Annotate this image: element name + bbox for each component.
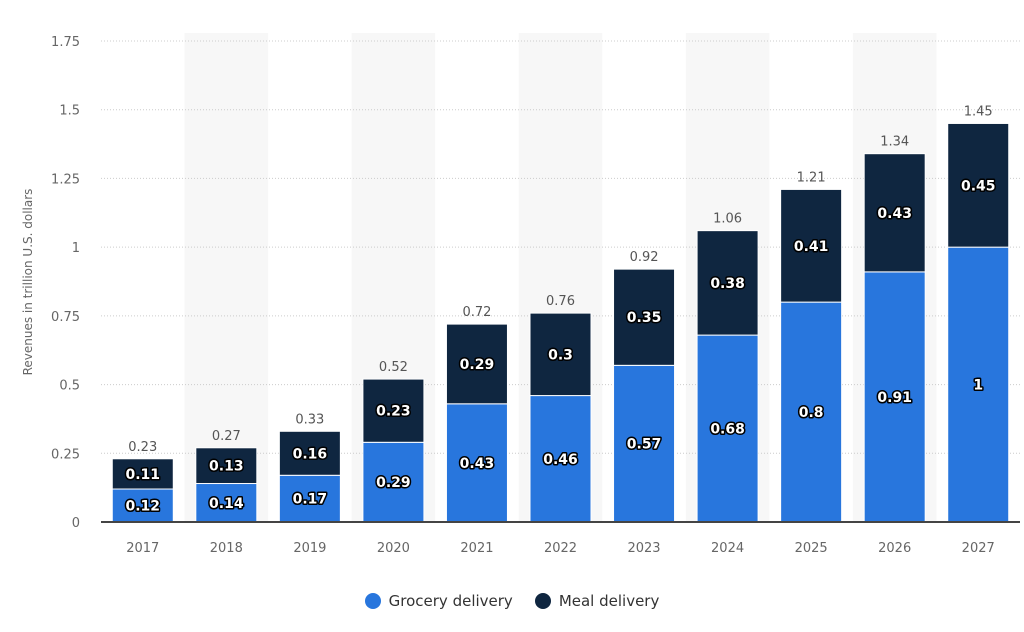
total-label: 1.21 bbox=[797, 170, 826, 185]
x-tick-label: 2020 bbox=[377, 541, 410, 556]
data-label: 0.17 bbox=[293, 492, 328, 508]
bar-segment-grocery bbox=[529, 395, 592, 523]
total-label: 0.76 bbox=[546, 294, 575, 309]
data-label: 0.45 bbox=[961, 178, 996, 194]
data-label: 1 bbox=[973, 378, 983, 394]
data-label: 0.57 bbox=[627, 437, 662, 453]
bar-segment-meal bbox=[529, 312, 592, 397]
bar-segment-grocery bbox=[863, 271, 926, 523]
x-tick-label: 2024 bbox=[711, 541, 744, 556]
x-axis-ticks: 2017 2018 2019 2020 2021 2022 2023 2024 2025 2026… bbox=[126, 541, 995, 556]
y-tick-label: 1.5 bbox=[59, 104, 80, 119]
total-label: 1.34 bbox=[880, 135, 909, 150]
y-tick-label: 0.75 bbox=[51, 310, 80, 325]
total-label: 1.06 bbox=[713, 212, 742, 227]
data-label: 0.91 bbox=[877, 390, 912, 406]
data-label: 0.38 bbox=[710, 276, 745, 292]
bar-segment-meal bbox=[696, 230, 759, 336]
data-label: 0.16 bbox=[293, 446, 328, 462]
x-tick-label: 2018 bbox=[210, 541, 243, 556]
total-label: 0.72 bbox=[462, 305, 491, 320]
x-tick-label: 2019 bbox=[293, 541, 326, 556]
bar-segment-meal bbox=[278, 430, 341, 476]
bar-segment-meal bbox=[445, 323, 508, 405]
data-label: 0.43 bbox=[460, 456, 495, 472]
legend-label: Meal delivery bbox=[558, 592, 660, 610]
background-band bbox=[184, 33, 269, 522]
bar-segment-meal bbox=[947, 122, 1010, 248]
meal-dot-icon bbox=[534, 593, 551, 609]
data-label: 0.46 bbox=[543, 452, 578, 468]
x-tick-label: 2027 bbox=[962, 541, 995, 556]
bar-segment-grocery bbox=[195, 483, 258, 523]
bar-segment-meal bbox=[195, 447, 258, 485]
bar-segment-grocery bbox=[445, 403, 508, 523]
total-label: 1.45 bbox=[964, 104, 993, 119]
x-tick-label: 2025 bbox=[795, 541, 828, 556]
y-axis-label: Revenues in trillion U.S. dollars bbox=[21, 189, 35, 376]
data-label: 0.29 bbox=[376, 475, 411, 491]
data-label: 0.12 bbox=[125, 499, 160, 515]
bar-segment-meal bbox=[780, 188, 843, 303]
y-tick-label: 0 bbox=[72, 516, 80, 531]
legend-item-grocery[interactable]: Grocery delivery bbox=[364, 592, 513, 610]
data-label: 0.29 bbox=[460, 357, 495, 373]
bars: 0.12 0.11 0.23 0.14 0.13 0.27 0.17 0.16 0.33 0.29… bbox=[111, 104, 1010, 523]
y-tick-label: 0.25 bbox=[51, 447, 80, 462]
x-tick-label: 2026 bbox=[878, 541, 911, 556]
bar-segment-grocery bbox=[780, 301, 843, 523]
legend: Grocery delivery Meal delivery bbox=[0, 592, 1024, 610]
data-label: 0.8 bbox=[799, 405, 824, 421]
total-label: 0.33 bbox=[295, 412, 324, 427]
data-label: 0.35 bbox=[627, 310, 662, 326]
legend-item-meal[interactable]: Meal delivery bbox=[534, 592, 660, 610]
data-label: 0.23 bbox=[376, 404, 411, 420]
y-tick-label: 1 bbox=[72, 241, 80, 256]
data-label: 0.11 bbox=[125, 467, 160, 483]
total-label: 0.27 bbox=[212, 429, 241, 444]
x-tick-label: 2021 bbox=[460, 541, 493, 556]
bar-segment-grocery bbox=[696, 334, 759, 523]
bar-segment-meal bbox=[362, 378, 425, 443]
data-label: 0.43 bbox=[877, 206, 912, 222]
x-tick-label: 2017 bbox=[126, 541, 159, 556]
legend-label: Grocery delivery bbox=[388, 592, 513, 610]
total-label: 0.23 bbox=[128, 440, 157, 455]
data-label: 0.13 bbox=[209, 459, 244, 475]
data-label: 0.14 bbox=[209, 496, 244, 512]
bar-segment-meal bbox=[613, 268, 676, 366]
bar-segment-grocery bbox=[613, 364, 676, 523]
y-tick-label: 0.5 bbox=[59, 379, 80, 394]
bar-segment-meal bbox=[863, 153, 926, 273]
y-axis-ticks: 0 0.25 0.5 0.75 1 1.25 1.5 1.75 bbox=[51, 35, 80, 531]
data-label: 0.68 bbox=[710, 422, 745, 438]
y-tick-label: 1.25 bbox=[51, 172, 80, 187]
grocery-dot-icon bbox=[364, 593, 381, 609]
x-tick-label: 2023 bbox=[627, 541, 660, 556]
total-label: 0.52 bbox=[379, 360, 408, 375]
data-label: 0.41 bbox=[794, 239, 829, 255]
data-label: 0.3 bbox=[548, 347, 573, 363]
bar-segment-meal bbox=[111, 458, 174, 490]
y-tick-label: 1.75 bbox=[51, 35, 80, 50]
x-tick-label: 2022 bbox=[544, 541, 577, 556]
total-label: 0.92 bbox=[630, 250, 659, 265]
